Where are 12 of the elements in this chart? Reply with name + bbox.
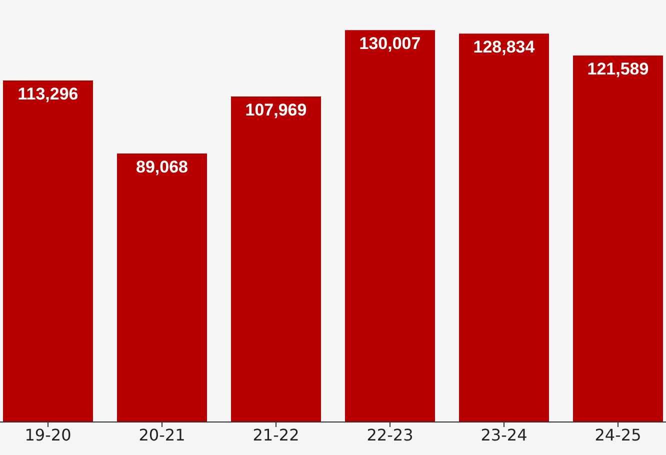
x-tick-label: 21-22 — [252, 425, 300, 444]
x-tick-label: 22-23 — [366, 425, 414, 444]
x-tick-label: 20-21 — [138, 425, 186, 444]
data-label: 130,007 — [359, 34, 421, 54]
data-label: 113,296 — [18, 84, 78, 104]
data-label: 89,068 — [136, 158, 188, 177]
data-label: 107,969 — [245, 100, 307, 120]
x-tick-label: 19-20 — [24, 425, 72, 444]
x-tick-label: 23-24 — [480, 425, 528, 444]
data-label: 121,589 — [587, 60, 649, 79]
x-tick-label: 24-25 — [594, 425, 642, 444]
data-label: 128,834 — [473, 38, 536, 57]
